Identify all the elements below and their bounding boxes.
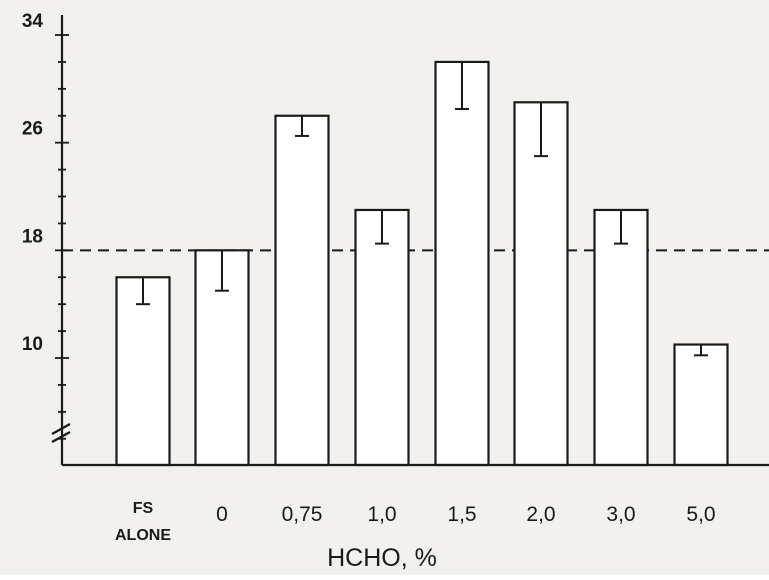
x-tick-label: 3,0: [606, 503, 635, 526]
bar: [434, 60, 490, 467]
x-tick-label: 0: [216, 503, 228, 526]
x-tick-label: ALONE: [115, 527, 171, 544]
x-tick-label: 1,5: [447, 503, 476, 526]
y-tick-label: 34: [22, 11, 44, 32]
axis-break-mark: [51, 422, 71, 436]
bar: [115, 276, 171, 467]
bar: [673, 343, 729, 467]
bar: [513, 101, 569, 467]
x-tick-label: FS: [133, 500, 154, 517]
y-tick-label: 18: [22, 226, 43, 247]
x-tick-label: 2,0: [526, 503, 555, 526]
bar: [274, 114, 330, 467]
bar: [354, 208, 410, 467]
bar: [593, 208, 649, 467]
x-tick-label: 1,0: [367, 503, 396, 526]
x-tick-label: 5,0: [686, 503, 715, 526]
axis-break-mark: [51, 430, 71, 444]
x-tick-label: 0,75: [282, 503, 323, 526]
x-axis-label: HCHO, %: [327, 544, 437, 572]
y-tick-label: 10: [22, 334, 43, 355]
y-tick-label: 26: [22, 119, 43, 140]
